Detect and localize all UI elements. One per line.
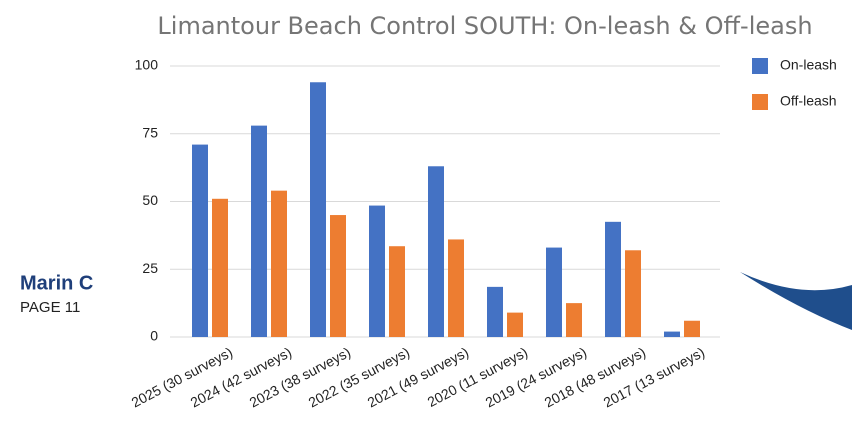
bar [310,82,326,337]
x-tick-label: 2025 (30 surveys) [129,344,235,411]
slide-heading: Marin C [20,272,93,294]
bar [428,166,444,337]
legend-label: On-leash [780,57,837,73]
x-tick-label: 2019 (24 surveys) [483,344,589,411]
bar [330,215,346,337]
x-tick-label: 2023 (38 surveys) [247,344,353,411]
bar [192,145,208,337]
page: {"chart_data": {"type": "bar", "title": … [0,0,852,436]
y-tick-label: 0 [150,328,158,344]
y-tick-label: 100 [135,57,159,73]
x-tick-label: 2018 (48 surveys) [542,344,648,411]
y-tick-label: 25 [142,260,158,276]
bar [684,321,700,337]
bar [369,206,385,337]
legend-swatch [752,94,768,110]
x-tick-label: 2017 (13 surveys) [601,344,707,411]
bar [507,313,523,337]
legend-swatch [752,58,768,74]
x-tick-label: 2022 (35 surveys) [306,344,412,411]
bar [546,248,562,337]
bar [271,191,287,337]
bar [664,332,680,337]
bar [448,239,464,337]
x-tick-label: 2024 (42 surveys) [188,344,294,411]
bar [605,222,621,337]
x-tick-label: 2021 (49 surveys) [365,344,471,411]
legend-label: Off-leash [780,93,837,109]
x-tick-label: 2020 (11 surveys) [425,344,531,410]
bar [389,246,405,337]
bar [487,287,503,337]
slide-page: PAGE 11 [20,299,80,316]
bar [566,303,582,337]
decor-swoosh [740,272,852,330]
chart: Marin C PAGE 11 Limantour Beach Control … [0,0,852,436]
bar [251,126,267,337]
y-tick-label: 50 [142,192,158,208]
y-tick-label: 75 [142,124,158,140]
bar [625,250,641,337]
bar [212,199,228,337]
chart-title: Limantour Beach Control SOUTH: On-leash … [157,12,812,40]
